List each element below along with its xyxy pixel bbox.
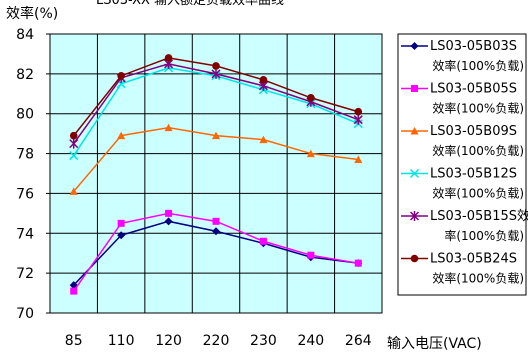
y-tick-label: 72: [16, 266, 34, 282]
legend-series-name: LS03-05B12S: [430, 167, 517, 182]
x-tick-label: 110: [108, 333, 135, 349]
data-point: [117, 72, 125, 80]
data-point: [164, 123, 173, 132]
legend-marker: [410, 42, 419, 50]
legend-series-name: LS03-05B15S效: [430, 209, 528, 224]
y-tick-label: 80: [16, 107, 34, 123]
x-tick-label: 230: [250, 333, 277, 349]
legend-box: [397, 33, 527, 296]
data-point: [117, 131, 126, 140]
data-point: [353, 114, 363, 125]
y-tick-label: 84: [16, 27, 34, 43]
data-point: [69, 138, 79, 149]
data-point: [69, 187, 78, 195]
legend-marker: [410, 127, 419, 135]
legend-series-name: LS03-05B09S: [430, 124, 517, 139]
data-point: [164, 217, 173, 226]
y-tick-label: 78: [16, 147, 34, 163]
data-point: [212, 217, 220, 225]
x-tick-label: 264: [345, 333, 372, 349]
legend-series-name: LS03-05B03S: [430, 39, 517, 54]
data-point: [259, 135, 268, 144]
data-point: [164, 54, 173, 62]
legend-marker: [410, 254, 419, 263]
x-axis-label: 输入电压(VAC): [387, 336, 482, 352]
data-point: [69, 131, 78, 140]
data-point: [307, 93, 315, 102]
chart-title: LS03-XX 输入额定负载效率曲线: [96, 0, 284, 8]
y-tick-label: 82: [16, 67, 34, 83]
x-tick-label: 220: [203, 333, 230, 349]
data-point: [211, 68, 221, 79]
data-point: [354, 259, 362, 267]
data-point: [354, 107, 363, 116]
data-point: [307, 251, 315, 259]
legend-series-name: LS03-05B24S: [430, 252, 517, 267]
data-point: [259, 237, 267, 245]
legend-series-desc: 效率(100%负载): [432, 143, 524, 158]
data-point: [70, 287, 78, 295]
x-tick-label: 240: [297, 333, 324, 349]
data-point: [354, 155, 363, 164]
legend-series-desc: 效率(100%负载): [432, 101, 524, 116]
y-axis-label: 效率(%): [6, 5, 58, 22]
data-point: [117, 219, 125, 227]
legend-series-desc: 率(100%负载): [444, 228, 524, 243]
data-point: [212, 131, 220, 140]
data-point: [212, 62, 220, 70]
data-point: [212, 227, 220, 236]
y-tick-label: 76: [16, 186, 34, 202]
y-tick-label: 74: [16, 226, 34, 242]
x-tick-label: 85: [65, 333, 83, 349]
data-point: [306, 149, 315, 158]
legend-series-name: LS03-05B05S: [430, 82, 517, 97]
legend-marker: [409, 168, 420, 179]
y-tick-label: 70: [16, 306, 34, 322]
data-point: [69, 151, 79, 161]
data-point: [259, 76, 268, 84]
legend-marker: [411, 85, 418, 92]
legend-series-desc: 效率(100%负载): [432, 58, 524, 73]
data-point: [117, 231, 126, 240]
legend-series-desc: 效率(100%负载): [432, 271, 524, 286]
legend-marker: [409, 211, 420, 221]
legend-series-desc: 效率(100%负载): [432, 186, 524, 201]
x-tick-label: 120: [155, 333, 182, 349]
data-point: [165, 209, 173, 217]
plot-area: [49, 33, 383, 314]
